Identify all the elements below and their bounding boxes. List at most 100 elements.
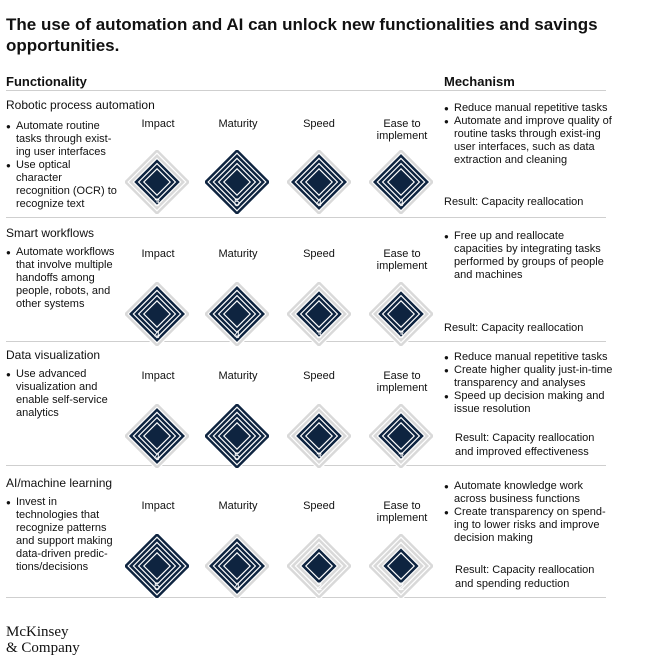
mechanism-bullets: Free up and reallocate capacities by int…: [444, 230, 614, 282]
functionality-bullets: Use advanced visualization and enable se…: [6, 368, 118, 420]
score-level: [304, 421, 334, 451]
score-diamond-icon: 3: [369, 404, 433, 468]
metric-label: Impact: [141, 500, 175, 512]
mechanism-header: Mechanism: [444, 74, 515, 89]
score-value: 4: [398, 197, 404, 209]
metric-label: Maturity: [218, 500, 258, 512]
logo-line-1: McKinsey: [6, 624, 69, 640]
metric-label: Ease to implement: [376, 118, 428, 142]
functionality-title: Robotic process automation: [6, 98, 155, 112]
score-diamond-icon: 5: [205, 404, 269, 468]
functionality-header: Functionality: [6, 74, 87, 89]
score-value: 4: [316, 197, 322, 209]
functionality-title: Smart workflows: [6, 226, 95, 240]
score-value: 3: [398, 451, 404, 463]
metric-label: Speed: [303, 370, 335, 382]
score-value: 2: [398, 581, 404, 593]
score-level: [222, 421, 252, 451]
score-diamond-icon: 3: [125, 150, 189, 214]
score-diamond-icon: 4: [205, 534, 269, 598]
result-text: Result: Capacity reallocation and improv…: [455, 432, 595, 458]
mechanism-bullet: Free up and reallocate capacities by int…: [444, 230, 614, 282]
score-value: 4: [154, 329, 160, 341]
metric-label: Impact: [141, 248, 175, 260]
score-level: [142, 299, 172, 329]
score-value: 3: [398, 329, 404, 341]
score-diamond-icon: 2: [287, 534, 351, 598]
metric-label: Ease to implement: [376, 248, 428, 272]
row-divider: [6, 90, 606, 91]
metric-label: Maturity: [218, 370, 258, 382]
metric-label: Maturity: [218, 118, 258, 130]
score-value: 4: [154, 451, 160, 463]
functionality-bullets: Automate routine tasks through exist-ing…: [6, 120, 118, 211]
score-level: [222, 299, 252, 329]
score-value: 2: [316, 581, 322, 593]
functionality-bullet: Use advanced visualization and enable se…: [6, 368, 118, 420]
row-divider: [6, 341, 606, 342]
score-diamond-icon: 4: [205, 282, 269, 346]
result-text: Result: Capacity reallocation: [444, 196, 584, 208]
row-divider: [6, 465, 606, 466]
mechanism-bullet: Create transparency on spend-ing to lowe…: [444, 506, 614, 545]
score-level: [222, 551, 252, 581]
score-level: [386, 167, 416, 197]
score-level: [222, 167, 252, 197]
score-diamond-icon: 4: [369, 150, 433, 214]
functionality-title: AI/machine learning: [6, 476, 113, 490]
score-value: 3: [316, 451, 322, 463]
metric-label: Maturity: [218, 248, 258, 260]
functionality-bullet: Use optical character recognition (OCR) …: [6, 159, 118, 211]
metric-label: Ease to implement: [376, 500, 428, 524]
result-text: Result: Capacity reallocation and spendi…: [455, 564, 595, 590]
page-title: The use of automation and AI can unlock …: [6, 15, 598, 55]
metric-label: Ease to implement: [376, 370, 428, 394]
mechanism-bullet: Reduce manual repetitive tasks: [444, 351, 614, 364]
mechanism-bullets: Reduce manual repetitive tasksCreate hig…: [444, 351, 614, 416]
score-diamond-icon: 4: [125, 404, 189, 468]
functionality-title: Data visualization: [6, 348, 101, 362]
mckinsey-logo: McKinsey & Company: [6, 624, 80, 656]
mechanism-bullet: Reduce manual repetitive tasks: [444, 102, 614, 115]
mechanism-bullets: Automate knowledge work across business …: [444, 480, 614, 545]
score-diamond-icon: 3: [287, 282, 351, 346]
score-value: 5: [234, 197, 240, 209]
logo-line-2: & Company: [6, 640, 80, 656]
score-diamond-icon: 4: [125, 282, 189, 346]
score-level: [142, 551, 172, 581]
score-level: [386, 551, 416, 581]
score-level: [142, 167, 172, 197]
score-value: 4: [234, 581, 240, 593]
row-divider: [6, 217, 606, 218]
score-value: 5: [234, 451, 240, 463]
score-value: 3: [316, 329, 322, 341]
metric-label: Speed: [303, 118, 335, 130]
functionality-bullet: Automate routine tasks through exist-ing…: [6, 120, 118, 159]
row-divider: [6, 597, 606, 598]
mechanism-bullet: Speed up decision making and issue resol…: [444, 390, 614, 416]
metric-label: Speed: [303, 500, 335, 512]
score-level: [386, 299, 416, 329]
score-value: 4: [234, 329, 240, 341]
mechanism-bullets: Reduce manual repetitive tasksAutomate a…: [444, 102, 614, 167]
score-level: [304, 299, 334, 329]
metric-label: Impact: [141, 370, 175, 382]
score-value: 3: [154, 197, 160, 209]
metric-label: Speed: [303, 248, 335, 260]
mechanism-bullet: Automate and improve quality of routine …: [444, 115, 614, 167]
mechanism-bullet: Automate knowledge work across business …: [444, 480, 614, 506]
score-diamond-icon: 2: [369, 534, 433, 598]
mechanism-bullet: Create higher quality just-in-time trans…: [444, 364, 614, 390]
functionality-bullets: Automate workflows that involve multiple…: [6, 246, 118, 311]
score-diamond-icon: 5: [205, 150, 269, 214]
functionality-bullet: Invest in technologies that recognize pa…: [6, 496, 118, 574]
score-diamond-icon: 3: [287, 404, 351, 468]
score-level: [142, 421, 172, 451]
score-value: 5: [154, 581, 160, 593]
score-level: [304, 167, 334, 197]
functionality-bullets: Invest in technologies that recognize pa…: [6, 496, 118, 574]
score-diamond-icon: 3: [369, 282, 433, 346]
metric-label: Impact: [141, 118, 175, 130]
score-diamond-icon: 5: [125, 534, 189, 598]
score-level: [304, 551, 334, 581]
